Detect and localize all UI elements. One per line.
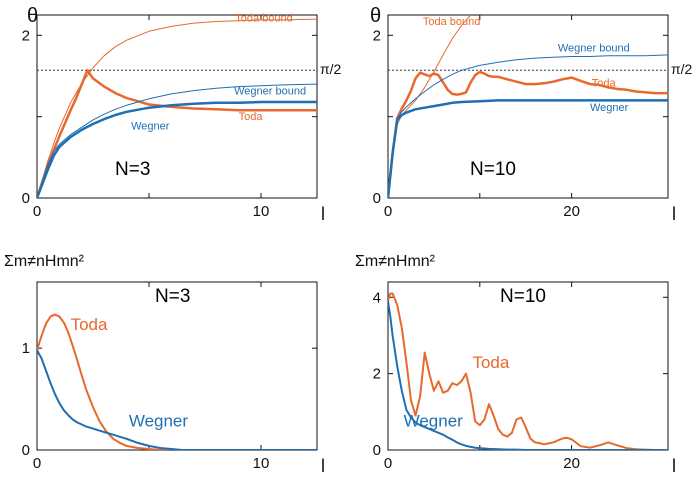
series-toda: [388, 292, 668, 450]
y-tick-label: 4: [373, 289, 381, 306]
x-tick-label: 10: [253, 203, 270, 220]
annotation-toda: Toda: [592, 78, 617, 90]
annotation-wegner-bound: Wegner bound: [234, 86, 306, 98]
y-tick-label: 2: [373, 366, 381, 383]
annotation-wegner: Wegner: [131, 121, 170, 133]
x-tick-label: 0: [384, 455, 392, 472]
panel-4: 0 20 0 2 4 l Σm≠nHmn² N=10 Toda Wegner: [355, 253, 676, 476]
panel-label: N=3: [155, 286, 190, 307]
x-axis-label: l: [672, 204, 676, 224]
panel-label: N=3: [115, 159, 150, 180]
x-axis-label: l: [321, 204, 325, 224]
annotation-toda: Toda: [239, 111, 264, 123]
annotation-toda: Toda: [472, 353, 509, 372]
series-wegner: [37, 349, 317, 450]
y-axis-label: Σm≠nHmn²: [355, 253, 436, 270]
series-wegner: [388, 99, 668, 198]
annotation-wegner: Wegner: [404, 411, 464, 430]
reference-line-label: π/2: [320, 61, 342, 77]
annotation-toda: Toda: [71, 315, 108, 334]
y-tick-label: 0: [22, 190, 30, 207]
annotation-wegner-bound: Wegner bound: [558, 43, 630, 55]
x-axis-label: l: [672, 456, 676, 476]
y-tick-label: 0: [22, 442, 30, 459]
x-tick-label: 0: [384, 203, 392, 220]
series-toda: [37, 69, 317, 198]
x-axis-label: l: [321, 456, 325, 476]
y-tick-label: 1: [22, 340, 30, 357]
panel-label: N=10: [500, 286, 546, 307]
x-tick-label: 0: [33, 455, 41, 472]
series-wegner: [388, 300, 668, 450]
y-tick-label: 2: [22, 27, 30, 44]
series-wegner-bound: [388, 54, 668, 198]
plot-frame: [387, 14, 669, 199]
annotation-toda-bound: Toda bound: [235, 13, 292, 25]
x-tick-label: 0: [33, 203, 41, 220]
panel-3: 0 10 0 1 l Σm≠nHmn² N=3 Toda Wegner: [4, 253, 325, 476]
annotation-toda-bound: Toda bound: [423, 16, 481, 28]
y-axis-label: θ: [27, 5, 38, 27]
y-axis-label: θ: [370, 5, 381, 27]
panel-label: N=10: [470, 159, 516, 180]
y-axis-label: Σm≠nHmn²: [4, 253, 85, 270]
x-tick-label: 20: [563, 203, 580, 220]
x-tick-label: 20: [563, 455, 580, 472]
series-toda-bound: [37, 18, 317, 198]
y-tick-label: 2: [373, 27, 381, 44]
plot-frame: [36, 14, 318, 199]
y-tick-label: 0: [373, 442, 381, 459]
panel-2: π/2 0 20 0 2 l θ N=10 Toda bound Wegner bound Toda…: [370, 5, 693, 224]
y-tick-label: 0: [373, 190, 381, 207]
series-wegner-bound: [37, 83, 317, 198]
x-tick-label: 10: [253, 455, 270, 472]
series-wegner: [37, 100, 317, 198]
annotation-wegner: Wegner: [129, 412, 189, 431]
annotation-wegner: Wegner: [590, 102, 629, 114]
reference-line-label: π/2: [671, 61, 693, 77]
series-toda-bound: [388, 15, 472, 198]
series-toda: [388, 70, 668, 198]
panel-1: π/2 0 10 0 2 l θ N=3 Toda bound Wegner bound Toda W…: [22, 5, 342, 224]
